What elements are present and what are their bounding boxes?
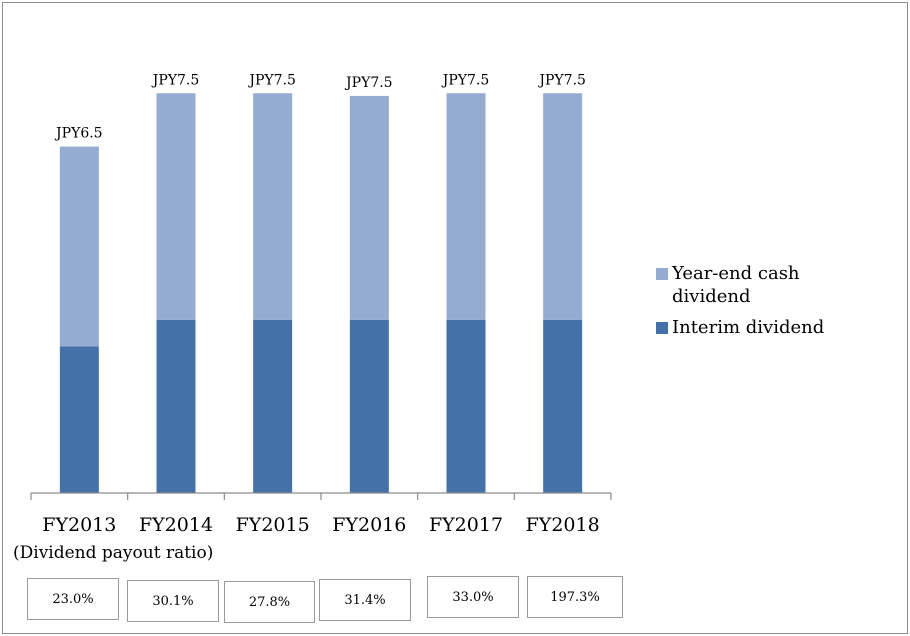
bar-year-end-fy2017 — [446, 93, 486, 320]
bar-interim-fy2017 — [446, 319, 486, 493]
legend-swatch-interim — [656, 322, 668, 334]
payout-ratio-box: 30.1% — [127, 580, 219, 622]
bar-interim-fy2018 — [543, 319, 583, 493]
bar-year-end-fy2013 — [59, 146, 99, 347]
bar-interim-fy2013 — [59, 346, 99, 493]
x-tick-label-fy2015: FY2015 — [236, 514, 310, 536]
data-label-fy2018: JPY7.5 — [537, 72, 586, 88]
payout-ratio-box: 27.8% — [224, 581, 315, 623]
legend-swatch-year-end — [656, 268, 668, 280]
x-tick-label-fy2018: FY2018 — [526, 514, 600, 536]
bar-year-end-fy2014 — [156, 93, 196, 320]
legend-label-year-end: Year-end cash dividend — [672, 263, 800, 307]
x-tick-label-fy2016: FY2016 — [332, 514, 406, 536]
bar-interim-fy2016 — [349, 319, 389, 493]
x-tick-label-fy2017: FY2017 — [429, 514, 503, 536]
bar-interim-fy2015 — [253, 319, 293, 493]
data-label-fy2014: JPY7.5 — [151, 72, 200, 88]
bar-interim-fy2014 — [156, 319, 196, 493]
data-label-fy2016: JPY7.5 — [344, 75, 393, 91]
bar-year-end-fy2018 — [543, 93, 583, 320]
data-label-fy2017: JPY7.5 — [441, 72, 490, 88]
payout-ratio-caption: (Dividend payout ratio) — [13, 543, 214, 563]
data-label-fy2015: JPY7.5 — [247, 72, 296, 88]
legend-item-year-end: Year-end cash dividend — [656, 262, 896, 308]
payout-ratio-box: 31.4% — [319, 579, 411, 621]
payout-ratio-box: 197.3% — [527, 576, 623, 618]
x-tick-label-fy2014: FY2014 — [139, 514, 213, 536]
payout-ratio-box: 23.0% — [27, 578, 119, 620]
bar-year-end-fy2016 — [349, 95, 389, 320]
data-label-fy2013: JPY6.5 — [54, 126, 103, 142]
legend-label-interim: Interim dividend — [672, 317, 825, 338]
x-tick-label-fy2013: FY2013 — [42, 514, 116, 536]
payout-ratio-box: 33.0% — [427, 576, 519, 618]
legend-item-interim: Interim dividend — [656, 316, 896, 339]
bar-year-end-fy2015 — [253, 93, 293, 320]
legend: Year-end cash dividend Interim dividend — [656, 262, 896, 347]
